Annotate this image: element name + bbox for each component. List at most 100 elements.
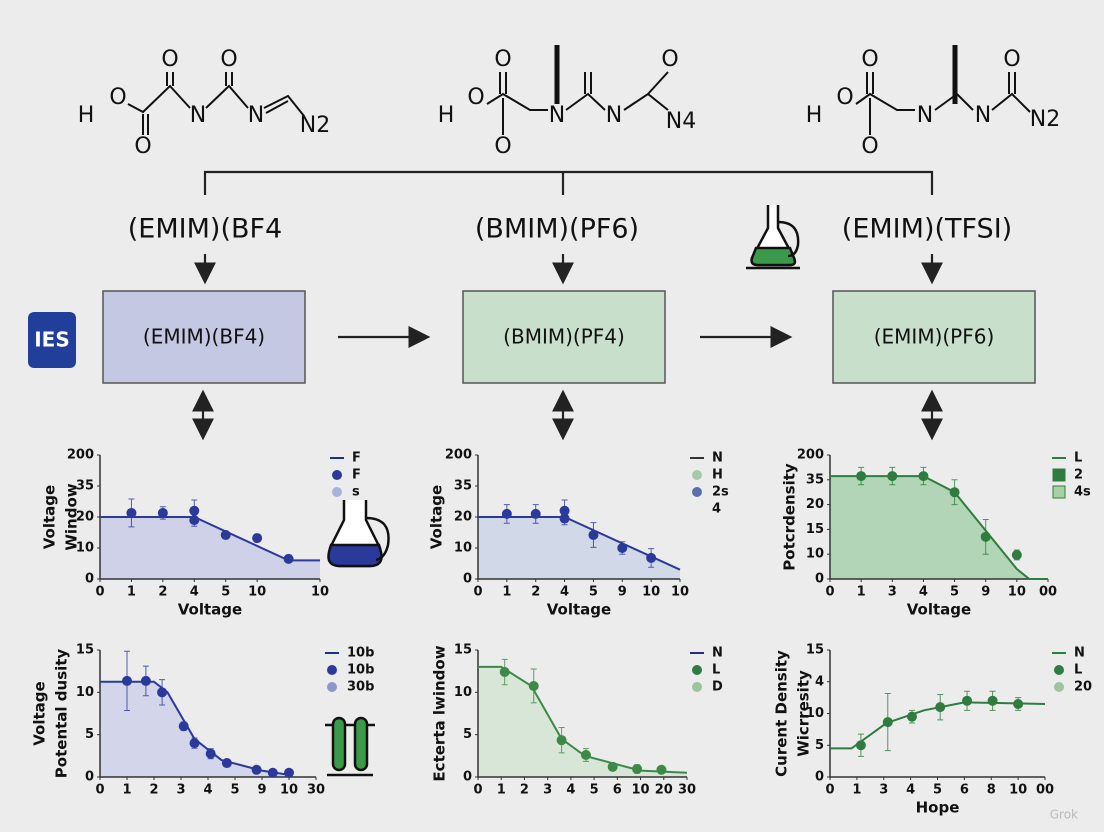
data-point bbox=[656, 764, 667, 775]
x-tick-label: 0 bbox=[825, 783, 834, 798]
legend-label: s bbox=[352, 485, 360, 500]
legend-label: 2s bbox=[712, 485, 729, 500]
y-tick-label: 15 bbox=[76, 643, 94, 658]
legend-label: 4 bbox=[712, 502, 721, 517]
x-tick-label: 1 bbox=[127, 585, 136, 600]
legend-label: N bbox=[712, 646, 723, 661]
x-tick-label: 4 bbox=[203, 783, 212, 798]
x-axis-label: Voltage bbox=[547, 601, 611, 619]
atom-label: O bbox=[161, 47, 178, 72]
atom-label: O bbox=[661, 47, 678, 72]
legend-marker bbox=[1052, 485, 1066, 499]
x-tick-label: 1 bbox=[857, 585, 866, 600]
x-tick-label: 5 bbox=[230, 783, 239, 798]
y-tick-label: 4 bbox=[815, 674, 824, 689]
x-tick-label: 10 bbox=[1009, 783, 1027, 798]
y-tick-label: 0 bbox=[85, 770, 94, 785]
data-point bbox=[580, 749, 591, 760]
data-point bbox=[284, 767, 294, 778]
x-tick-label: 3 bbox=[543, 783, 552, 798]
data-point bbox=[205, 748, 216, 759]
x-tick-label: 2 bbox=[520, 783, 529, 798]
data-point bbox=[987, 695, 998, 706]
atom-label: N2 bbox=[1030, 107, 1060, 132]
legend-label: 4s bbox=[1074, 485, 1091, 500]
x-tick-label: 2 bbox=[149, 783, 158, 798]
y-tick-label: 10 bbox=[454, 685, 472, 700]
y-tick-label: 0 bbox=[815, 770, 824, 785]
atom-label: N bbox=[190, 103, 206, 128]
y-tick-label: 15 bbox=[454, 643, 472, 658]
data-point bbox=[189, 515, 200, 526]
flask-icon bbox=[327, 500, 390, 568]
legend-marker bbox=[692, 470, 702, 480]
legend-label: 2 bbox=[1074, 468, 1083, 483]
badge bbox=[28, 312, 76, 368]
y-axis-label: Window bbox=[63, 483, 81, 550]
x-tick-label: 4 bbox=[906, 783, 915, 798]
atom-label: O bbox=[109, 85, 126, 110]
y-tick-label: 0 bbox=[463, 572, 472, 587]
x-tick-label: 9 bbox=[257, 783, 266, 798]
data-point bbox=[632, 763, 643, 774]
atom-label: O bbox=[836, 85, 853, 110]
y-tick-label: 10 bbox=[806, 547, 824, 562]
y-axis-label: Wicrresity bbox=[795, 670, 813, 757]
y-axis-label: Potcrdensity bbox=[781, 463, 799, 571]
y-axis-label: Potental dusity bbox=[53, 649, 71, 779]
atom-label: N bbox=[975, 103, 991, 128]
box bbox=[832, 290, 1036, 384]
y-tick-label: 200 bbox=[67, 448, 94, 463]
y-tick-label: 5 bbox=[463, 727, 472, 742]
x-axis-label: Voltage bbox=[178, 601, 242, 619]
y-tick-label: 200 bbox=[445, 448, 472, 463]
data-point bbox=[1013, 698, 1024, 709]
box-label: (EMIM)(PF6) bbox=[874, 325, 995, 349]
y-tick-label: 0 bbox=[463, 770, 472, 785]
atom-label: O bbox=[220, 47, 237, 72]
data-point bbox=[501, 508, 512, 519]
data-point bbox=[157, 687, 168, 698]
x-tick-label: 9 bbox=[981, 585, 990, 600]
x-tick-label: 5 bbox=[933, 783, 942, 798]
data-point bbox=[949, 487, 960, 498]
data-point bbox=[617, 543, 628, 553]
data-point bbox=[530, 508, 541, 519]
x-tick-label: 3 bbox=[176, 783, 185, 798]
y-tick-label: 35 bbox=[454, 479, 472, 494]
x-tick-label: 2 bbox=[531, 585, 540, 600]
y-tick-label: 10 bbox=[806, 706, 824, 721]
data-point bbox=[528, 680, 539, 691]
area bbox=[478, 666, 687, 777]
y-tick-label: 20 bbox=[454, 510, 472, 525]
x-tick-label: 1 bbox=[852, 783, 861, 798]
legend-marker bbox=[1054, 682, 1064, 692]
box bbox=[462, 290, 666, 384]
data-point bbox=[918, 471, 929, 482]
data-point bbox=[189, 738, 200, 749]
y-axis-label: Curent Density bbox=[773, 650, 791, 777]
data-point bbox=[607, 761, 618, 772]
data-point bbox=[906, 711, 917, 722]
x-tick-label: 20 bbox=[655, 783, 673, 798]
data-point bbox=[126, 507, 137, 518]
x-tick-label: 00 bbox=[1036, 783, 1054, 798]
molecule-bonds bbox=[486, 71, 669, 135]
y-tick-label: 0 bbox=[85, 572, 94, 587]
x-tick-label: 10 bbox=[311, 585, 329, 600]
y-axis-label: Voltage bbox=[41, 485, 59, 549]
legend-marker bbox=[332, 487, 342, 497]
atom-label: O bbox=[1003, 47, 1020, 72]
x-tick-label: 5 bbox=[950, 585, 959, 600]
y-tick-label: 0 bbox=[815, 572, 824, 587]
x-axis-label: Voltage bbox=[907, 601, 971, 619]
legend-label: 10b bbox=[347, 646, 374, 661]
y-tick-label: 35 bbox=[76, 479, 94, 494]
legend-label: D bbox=[712, 680, 723, 695]
atom-label: H bbox=[438, 103, 455, 128]
atom-label: O bbox=[861, 47, 878, 72]
x-tick-label: 0 bbox=[473, 585, 482, 600]
x-tick-label: 4 bbox=[919, 585, 928, 600]
header: (BMIM)(PF6) bbox=[475, 214, 639, 245]
